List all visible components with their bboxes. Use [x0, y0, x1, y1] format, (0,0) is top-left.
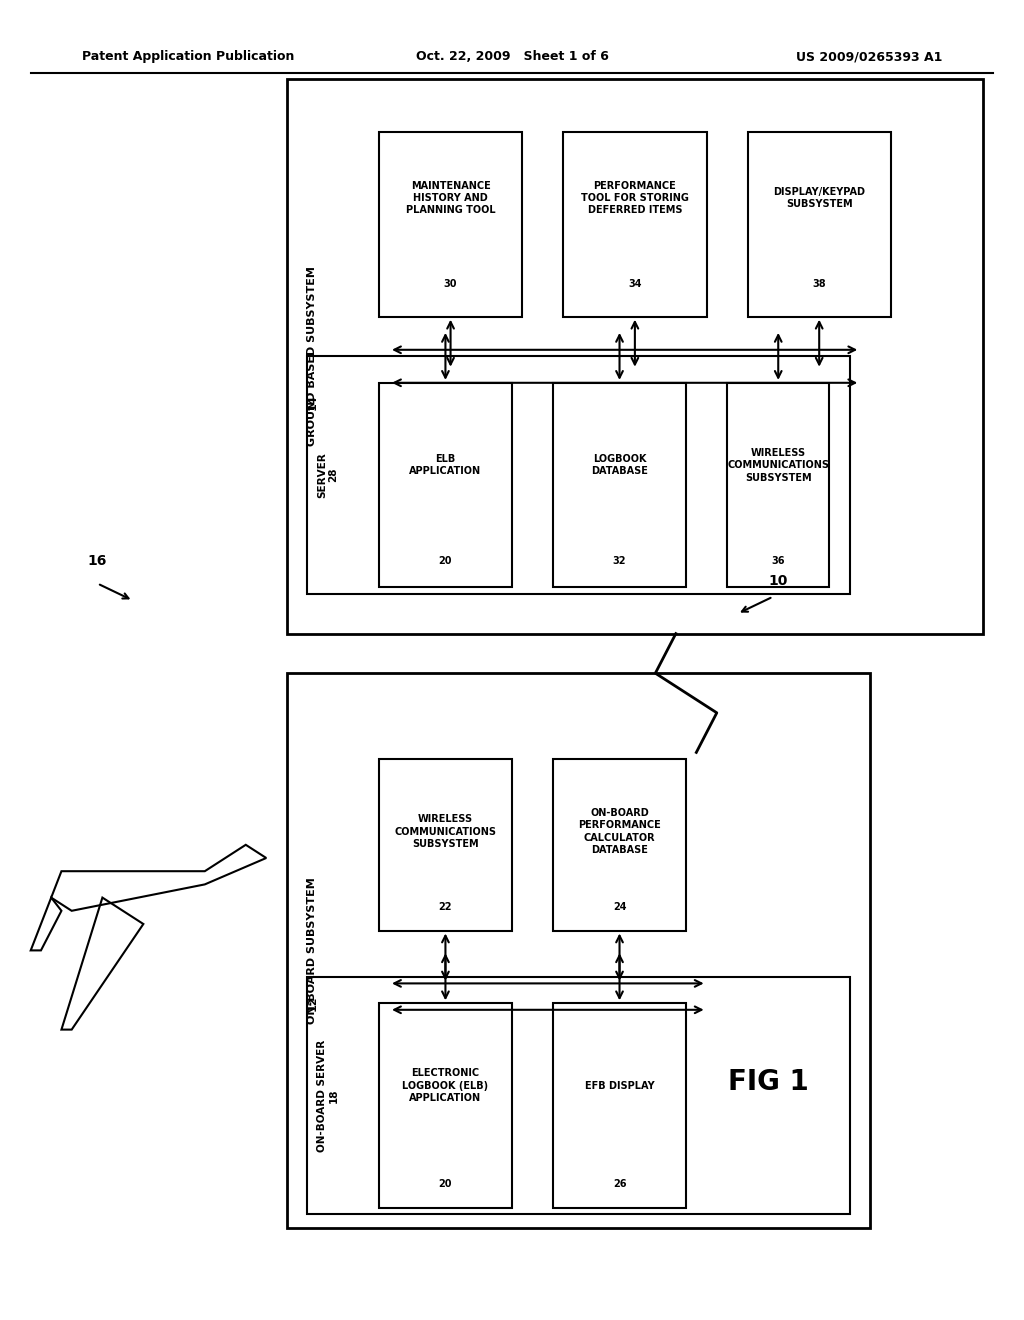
FancyBboxPatch shape — [727, 383, 829, 587]
Text: 26: 26 — [612, 1179, 627, 1189]
Text: FIG 1: FIG 1 — [728, 1068, 808, 1097]
Text: ELB
APPLICATION: ELB APPLICATION — [410, 454, 481, 477]
Text: 12: 12 — [307, 995, 317, 1011]
Text: 22: 22 — [438, 902, 453, 912]
Text: 16: 16 — [88, 554, 106, 568]
Text: MAINTENANCE
HISTORY AND
PLANNING TOOL: MAINTENANCE HISTORY AND PLANNING TOOL — [406, 181, 496, 215]
Text: 10: 10 — [769, 574, 787, 587]
Text: 30: 30 — [443, 279, 458, 289]
Text: US 2009/0265393 A1: US 2009/0265393 A1 — [796, 50, 942, 63]
Text: ELECTRONIC
LOGBOOK (ELB)
APPLICATION: ELECTRONIC LOGBOOK (ELB) APPLICATION — [402, 1068, 488, 1104]
Text: GROUND BASED SUBSYSTEM: GROUND BASED SUBSYSTEM — [307, 267, 317, 446]
Text: DISPLAY/KEYPAD
SUBSYSTEM: DISPLAY/KEYPAD SUBSYSTEM — [773, 187, 865, 209]
FancyBboxPatch shape — [553, 383, 686, 587]
Text: 34: 34 — [628, 279, 642, 289]
Text: ON-BOARD SUBSYSTEM: ON-BOARD SUBSYSTEM — [307, 876, 317, 1024]
FancyBboxPatch shape — [379, 759, 512, 931]
FancyBboxPatch shape — [307, 356, 850, 594]
Text: 14: 14 — [307, 395, 317, 411]
Text: 38: 38 — [812, 279, 826, 289]
FancyBboxPatch shape — [748, 132, 891, 317]
FancyBboxPatch shape — [563, 132, 707, 317]
Text: 32: 32 — [612, 556, 627, 566]
Text: ON-BOARD SERVER
18: ON-BOARD SERVER 18 — [316, 1039, 339, 1152]
Text: ON-BOARD
PERFORMANCE
CALCULATOR
DATABASE: ON-BOARD PERFORMANCE CALCULATOR DATABASE — [579, 808, 660, 855]
FancyBboxPatch shape — [307, 977, 850, 1214]
Text: 20: 20 — [438, 556, 453, 566]
Text: 20: 20 — [438, 1179, 453, 1189]
Text: Patent Application Publication: Patent Application Publication — [82, 50, 294, 63]
Text: PERFORMANCE
TOOL FOR STORING
DEFERRED ITEMS: PERFORMANCE TOOL FOR STORING DEFERRED IT… — [581, 181, 689, 215]
Text: 36: 36 — [771, 556, 785, 566]
Text: WIRELESS
COMMUNICATIONS
SUBSYSTEM: WIRELESS COMMUNICATIONS SUBSYSTEM — [727, 447, 829, 483]
FancyBboxPatch shape — [287, 79, 983, 634]
Text: WIRELESS
COMMUNICATIONS
SUBSYSTEM: WIRELESS COMMUNICATIONS SUBSYSTEM — [394, 814, 497, 849]
FancyBboxPatch shape — [379, 383, 512, 587]
FancyBboxPatch shape — [379, 1003, 512, 1208]
Text: LOGBOOK
DATABASE: LOGBOOK DATABASE — [591, 454, 648, 477]
Text: EFB DISPLAY: EFB DISPLAY — [585, 1081, 654, 1090]
FancyBboxPatch shape — [553, 759, 686, 931]
Text: Oct. 22, 2009   Sheet 1 of 6: Oct. 22, 2009 Sheet 1 of 6 — [416, 50, 608, 63]
Text: SERVER
28: SERVER 28 — [316, 453, 339, 498]
FancyBboxPatch shape — [287, 673, 870, 1228]
FancyBboxPatch shape — [553, 1003, 686, 1208]
Text: 24: 24 — [612, 902, 627, 912]
FancyBboxPatch shape — [379, 132, 522, 317]
